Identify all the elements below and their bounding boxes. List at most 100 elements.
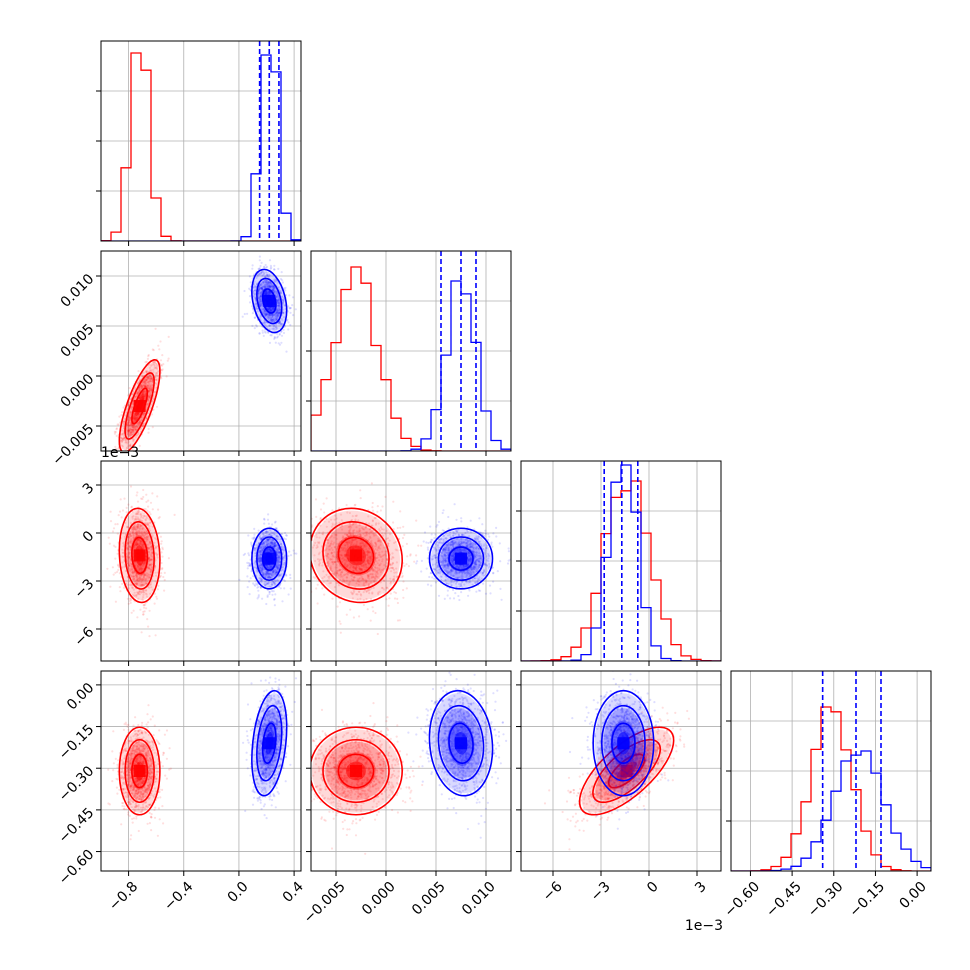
contour-line (592, 689, 655, 797)
y-tick-label: −6 (71, 624, 97, 650)
x-tick-label: −0.60 (722, 879, 764, 921)
panel-frame (520, 670, 722, 872)
contour-line (251, 268, 288, 334)
x-tick-label: −6 (540, 879, 566, 905)
x-tick-label: 0.4 (280, 879, 307, 906)
y-tick-label: −3 (71, 576, 97, 602)
contour-line (337, 753, 375, 789)
density-peak (350, 765, 362, 777)
density-peak (455, 552, 467, 565)
histogram-panel-p3: −0.60 −0.45 −0.30 −0.15 0.00 (722, 670, 932, 921)
panel-frame (310, 670, 512, 872)
y-tick-label: −0.60 (56, 847, 98, 889)
panel-frame (310, 460, 512, 662)
y-offset-label: 1e−3 (101, 445, 139, 461)
x-tick-label: 0.005 (409, 879, 449, 919)
density-peak (263, 552, 276, 565)
histogram-series-red (731, 706, 931, 871)
density-peak (620, 765, 633, 777)
contour-line (337, 536, 375, 575)
x-tick-label: −0.30 (805, 879, 847, 921)
y-tick-label: 0.00 (64, 680, 97, 713)
x-tick-label: −0.8 (106, 879, 141, 914)
contour-line (131, 536, 149, 575)
histogram-series-red (311, 266, 511, 451)
y-tick-label: 3 (80, 480, 98, 498)
x-tick-label: −3 (588, 879, 614, 905)
histogram-panel-p2 (516, 460, 722, 666)
histogram-panel-p0 (96, 40, 302, 246)
y-tick-label: −0.005 (49, 421, 97, 469)
density-peak (263, 295, 276, 307)
x-tick-label: 0.00 (896, 879, 929, 912)
y-tick-label: −0.15 (56, 722, 98, 764)
histogram-panel-p1 (306, 250, 512, 456)
contour-line (261, 546, 277, 571)
scatter-panel-p1-vs-p0: −0.005 0.000 0.005 0.010 (49, 250, 302, 469)
contour-line (448, 722, 474, 765)
x-tick-label: −0.15 (847, 879, 889, 921)
panel-frame (100, 250, 302, 452)
contour-line (311, 726, 403, 816)
contour-line (124, 372, 155, 440)
contour-line (437, 536, 485, 582)
y-tick-label: 0.000 (58, 371, 98, 411)
contour-line (261, 288, 277, 314)
histogram-series-blue (311, 280, 511, 451)
contour-line (322, 738, 390, 804)
panel-frame (100, 670, 302, 872)
scatter-panel-p3-vs-p0: −0.8 −0.4 0.0 0.4 −0.60−0.45−0.30−0.15 0.00 (56, 670, 307, 914)
x-tick-label: 0 (644, 879, 662, 897)
contour-line (448, 546, 474, 571)
density-peak (133, 765, 146, 777)
density-peak (350, 549, 362, 562)
x-tick-label: 0.000 (359, 879, 399, 919)
contour-line (124, 521, 155, 590)
scatter-panel-p3-vs-p1: −0.005 0.000 0.005 0.010 (301, 670, 512, 927)
y-tick-label: 0 (80, 528, 98, 546)
contour-line (437, 704, 485, 782)
contour-line (118, 507, 161, 604)
x-tick-label: 0.010 (459, 879, 499, 919)
contour-line (611, 722, 636, 765)
density-peak (133, 400, 146, 412)
contour-line (118, 726, 161, 816)
contour-line (124, 738, 155, 804)
x-tick-label: −0.4 (161, 879, 196, 914)
contour-line (578, 726, 675, 816)
contour-line (261, 722, 277, 765)
x-tick-label: −0.005 (301, 879, 349, 927)
x-offset-label: 1e−3 (685, 918, 723, 934)
contour-line (322, 521, 390, 590)
density-peak (133, 549, 146, 562)
density-peak (263, 737, 276, 750)
contour-line (251, 527, 288, 590)
y-tick-label: −0.45 (56, 805, 98, 847)
scatter-points-red (311, 702, 424, 855)
x-tick-label: 3 (692, 879, 710, 897)
panel-frame (100, 460, 302, 662)
contour-line (118, 358, 161, 451)
contour-line (251, 689, 288, 797)
y-tick-label: −0.30 (56, 763, 98, 805)
contour-line (256, 536, 283, 581)
x-tick-label: 0.0 (225, 879, 252, 906)
scatter-panel-p3-vs-p2: −6 −3 0 3 (516, 670, 722, 905)
contour-line (600, 704, 646, 782)
density-peak (455, 737, 467, 750)
y-tick-label: 0.010 (58, 271, 98, 311)
contour-line (428, 527, 494, 590)
density-peak (617, 737, 630, 750)
contour-line (256, 704, 283, 782)
scatter-panel-p2-vs-p1 (306, 460, 512, 666)
contour-line (428, 689, 494, 797)
contour-line (311, 507, 403, 604)
x-tick-label: −0.45 (763, 879, 805, 921)
histogram-series-blue (731, 750, 931, 871)
histogram-series-red (521, 480, 721, 661)
scatter-panel-p2-vs-p0: −6 −3 0 3 (71, 460, 302, 666)
contour-line (256, 277, 283, 325)
histogram-series-red (101, 52, 301, 241)
contour-line (131, 753, 149, 789)
